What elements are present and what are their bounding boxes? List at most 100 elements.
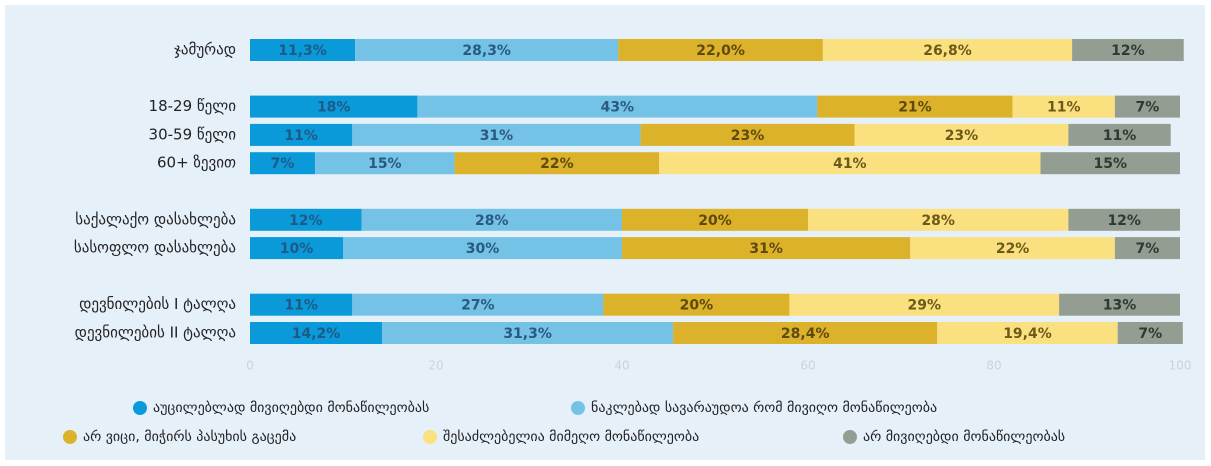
value-label: 28,3% [462, 43, 511, 59]
value-label: 14,2% [292, 326, 341, 342]
value-label: 15% [368, 156, 402, 172]
bar-segment [937, 322, 1118, 344]
value-label: 7% [1138, 326, 1162, 342]
bar-segment [250, 208, 362, 231]
value-label: 23% [945, 128, 979, 144]
value-label: 22% [540, 156, 574, 172]
category-label: დევნილების II ტალღა [75, 324, 236, 342]
bar-segment [343, 237, 622, 260]
bar-segment [417, 95, 818, 118]
bar-segment [1068, 208, 1180, 231]
legend-label: არ მივიღებდი მონაწილეობას [863, 428, 1065, 445]
bar-segment [352, 123, 641, 146]
x-tick-label: 60 [800, 359, 815, 373]
bar-segment [361, 208, 622, 231]
category-label: დევნილების I ტალღა [79, 295, 236, 313]
bar-segment [910, 237, 1115, 260]
value-label: 7% [1136, 241, 1160, 257]
bar-segment [659, 152, 1041, 175]
value-label: 31% [480, 128, 514, 144]
bar-segment [1072, 39, 1184, 61]
legend-label: აუცილებლად მივიღებდი მონაწილეობას [153, 400, 429, 416]
value-label: 11% [284, 128, 318, 144]
value-label: 11,3% [278, 43, 327, 59]
value-label: 13% [1103, 298, 1137, 314]
value-label: 15% [1093, 156, 1127, 172]
bar-segment [1117, 322, 1183, 344]
bar-segment [250, 152, 316, 175]
value-label: 28,4% [781, 326, 830, 342]
category-label: 60+ ზევით [157, 154, 236, 172]
value-label: 19,4% [1003, 326, 1052, 342]
bar-segment [1040, 152, 1180, 175]
value-label: 41% [833, 156, 867, 172]
bar-segment [854, 123, 1069, 146]
bar-segment [382, 322, 674, 344]
value-label: 28% [475, 213, 509, 229]
bar-segment [250, 322, 383, 344]
value-label: 22% [996, 241, 1030, 257]
value-label: 28% [921, 213, 955, 229]
value-label: 21% [898, 100, 932, 116]
value-label: 30% [466, 241, 500, 257]
category-label: 18-29 წელი [149, 97, 237, 115]
value-label: 26,8% [923, 43, 972, 59]
bar-segment [355, 39, 619, 61]
value-label: 12% [1107, 213, 1141, 229]
legend-swatch [571, 401, 585, 415]
legend-label: შესაძლებელია მიმეღო მონაწილეობა [443, 429, 699, 445]
value-label: 22,0% [696, 43, 745, 59]
bar-segment [1068, 123, 1171, 146]
value-label: 10% [280, 241, 314, 257]
value-label: 23% [731, 128, 765, 144]
x-tick-label: 40 [614, 359, 629, 373]
bar-segment [822, 39, 1073, 61]
legend-label: ნაკლებად სავარაუდოა რომ მივიღო მონაწილეო… [591, 399, 937, 416]
bar-segment [1114, 95, 1180, 118]
value-label: 11% [284, 298, 318, 314]
bar-segment [622, 237, 911, 260]
category-label: სასოფლო დასახლება [74, 239, 236, 257]
bar-segment [250, 95, 418, 118]
bar-segment [1059, 293, 1180, 316]
legend-label: არ ვიცი, მიჭირს პასუხის გაცემა [83, 428, 296, 445]
bar-segment [622, 208, 808, 231]
value-label: 20% [680, 298, 714, 314]
value-label: 11% [1047, 100, 1081, 116]
value-label: 18% [317, 100, 351, 116]
value-label: 29% [907, 298, 941, 314]
category-label: საქალაქო დასახლება [75, 210, 236, 228]
bar-segment [250, 237, 343, 260]
legend-swatch [423, 430, 437, 444]
x-tick-label: 0 [246, 359, 254, 373]
bar-segment [454, 152, 660, 175]
value-label: 43% [601, 100, 635, 116]
value-label: 31,3% [503, 326, 552, 342]
bar-segment [315, 152, 455, 175]
value-label: 12% [289, 213, 323, 229]
legend-swatch [843, 430, 857, 444]
value-label: 11% [1103, 128, 1137, 144]
category-label: ჯამურად [174, 41, 236, 59]
bar-segment [250, 293, 353, 316]
bar-segment [250, 39, 356, 61]
value-label: 27% [461, 298, 495, 314]
bar-segment [817, 95, 1013, 118]
bar-segment [1012, 95, 1115, 118]
bar-segment [603, 293, 790, 316]
bar-segment [618, 39, 823, 61]
bar-segment [640, 123, 855, 146]
bar-segment [352, 293, 604, 316]
bar-segment [1114, 237, 1180, 260]
value-label: 7% [1136, 100, 1160, 116]
x-tick-label: 20 [428, 359, 443, 373]
category-label: 30-59 წელი [149, 125, 237, 143]
bar-segment [250, 123, 353, 146]
x-tick-label: 100 [1169, 359, 1192, 373]
bar-segment [789, 293, 1060, 316]
bar-segment [673, 322, 938, 344]
bar-segment [808, 208, 1069, 231]
x-tick-label: 80 [986, 359, 1001, 373]
legend-swatch [63, 430, 77, 444]
